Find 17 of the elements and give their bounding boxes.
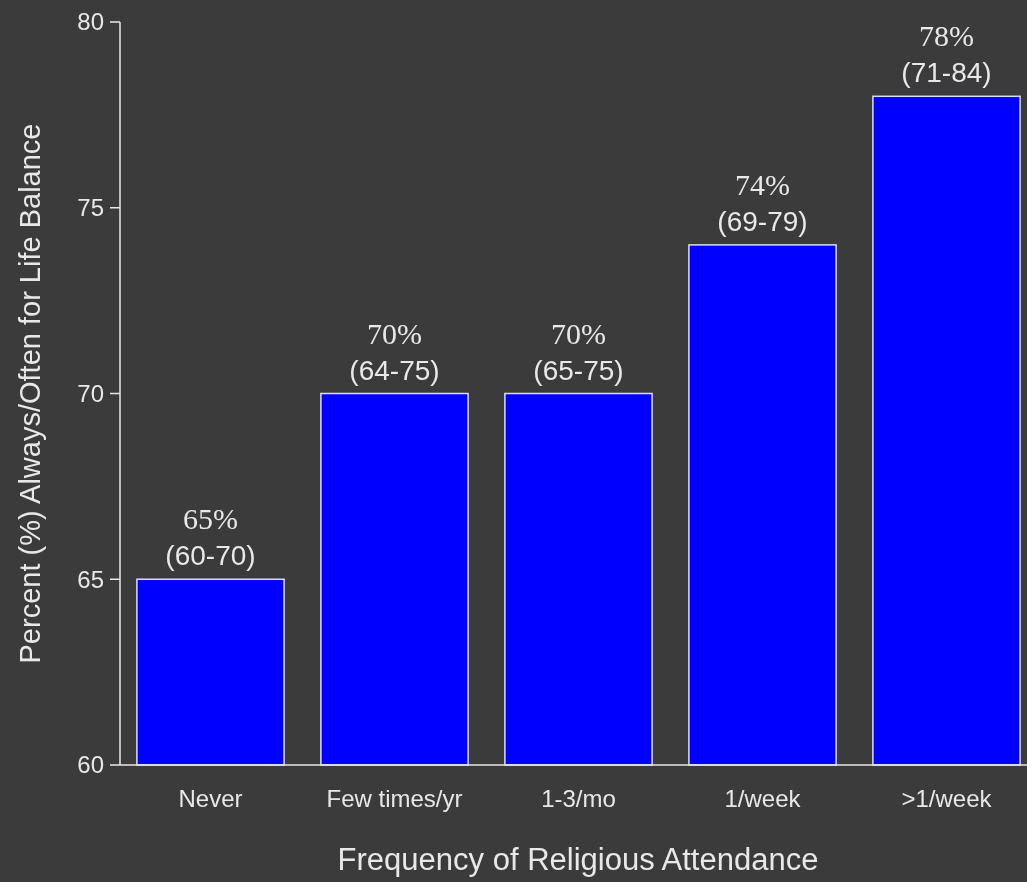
x-axis-title: Frequency of Religious Attendance bbox=[337, 842, 819, 877]
y-tick-label: 60 bbox=[77, 751, 104, 779]
y-tick-label: 70 bbox=[77, 379, 104, 407]
x-tick-label: 1/week bbox=[724, 785, 802, 812]
y-tick-label: 65 bbox=[77, 565, 104, 593]
data-label: 74% (69-79) bbox=[717, 167, 808, 237]
y-axis-title: Percent (%) Always/Often for Life Balance bbox=[14, 123, 46, 664]
x-tick-label: Few times/yr bbox=[326, 785, 463, 812]
x-tick-label: Never bbox=[178, 785, 243, 812]
x-tick-label: >1/week bbox=[901, 785, 993, 812]
y-tick-label: 75 bbox=[77, 194, 104, 222]
y-tick-label: 80 bbox=[77, 8, 104, 36]
x-tick-label: 1-3/mo bbox=[541, 785, 616, 812]
data-label: 70% (64-75) bbox=[349, 316, 440, 386]
data-label: 78% (71-84) bbox=[901, 19, 992, 89]
data-label: 65% (60-70) bbox=[165, 502, 256, 572]
data-label: 70% (65-75) bbox=[533, 316, 624, 386]
